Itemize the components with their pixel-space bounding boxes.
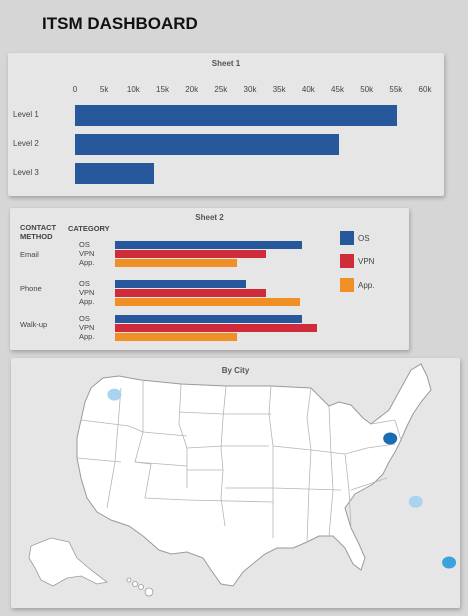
sheet1-bar[interactable]	[75, 134, 339, 155]
category-label: VPN	[79, 288, 95, 297]
sheet1-row-label: Level 1	[13, 110, 39, 119]
hawaii	[126, 577, 154, 597]
sheet1-row-label: Level 3	[13, 168, 39, 177]
contact-method-label: Email	[20, 250, 39, 259]
category-label: App.	[79, 297, 95, 306]
city-marker[interactable]	[107, 388, 122, 401]
sheet2-bar[interactable]	[115, 298, 301, 306]
legend-swatch	[340, 254, 354, 268]
legend-label: OS	[358, 234, 370, 243]
header-contact-method: CONTACT METHOD	[20, 223, 57, 241]
sheet2-bar[interactable]	[115, 315, 302, 323]
legend-label: App.	[358, 281, 375, 290]
category-label: App.	[79, 258, 95, 267]
sheet1-title: Sheet 1	[211, 59, 241, 68]
sheet2-bar[interactable]	[115, 250, 267, 258]
legend-label: VPN	[358, 257, 375, 266]
category-label: OS	[79, 240, 90, 249]
sheet2-title: Sheet 2	[195, 213, 224, 222]
category-label: VPN	[79, 249, 95, 258]
alaska	[28, 537, 108, 587]
contact-method-label: Walk-up	[20, 320, 48, 329]
city-markers	[107, 388, 457, 569]
legend-swatch	[340, 231, 354, 245]
sheet1-tick: 5k	[99, 85, 109, 94]
sheet1-tick: 35k	[272, 85, 286, 94]
us-outline	[76, 363, 432, 587]
legend-swatch	[340, 278, 354, 292]
sheet1-tick: 40k	[301, 85, 315, 94]
sheet1-tick: 15k	[156, 85, 169, 94]
sheet2-bar[interactable]	[115, 333, 237, 341]
sheet1-bar[interactable]	[75, 105, 397, 126]
map-title: By City	[221, 366, 250, 375]
sheet1-tick: 45k	[331, 85, 344, 94]
map-panel: By City	[11, 358, 460, 608]
sheet1-bar[interactable]	[75, 163, 154, 184]
category-label: App.	[79, 332, 95, 341]
sheet2-bar[interactable]	[115, 259, 237, 267]
sheet1-panel: Sheet 1 0 5k 10k 15k 20k 25k 30k 35k 40k 45k 50k 55…	[8, 53, 444, 196]
sheet2-panel: Sheet 2 CONTACT METHOD CATEGORY Email OS V…	[10, 208, 409, 350]
sheet1-tick: 30k	[243, 85, 257, 94]
category-label: OS	[79, 314, 90, 323]
sheet1-tick: 0	[72, 85, 78, 94]
sheet2-bar[interactable]	[115, 289, 267, 297]
sheet1-tick: 20k	[185, 85, 199, 94]
city-marker[interactable]	[383, 432, 398, 445]
sheet1-tick: 50k	[360, 85, 374, 94]
us-map	[28, 363, 457, 597]
sheet1-row-label: Level 2	[13, 139, 39, 148]
city-marker[interactable]	[442, 556, 457, 569]
header-category: CATEGORY	[68, 224, 110, 233]
sheet1-tick: 60k	[418, 85, 432, 94]
page-title: ITSM DASHBOARD	[42, 14, 198, 33]
sheet1-tick: 25k	[214, 85, 228, 94]
sheet2-bar[interactable]	[115, 280, 246, 288]
contact-method-label: Phone	[20, 284, 42, 293]
category-label: OS	[79, 279, 90, 288]
sheet1-tick: 10k	[126, 85, 140, 94]
category-label: VPN	[79, 323, 95, 332]
sheet1-tick: 55k	[389, 85, 403, 94]
sheet2-bar[interactable]	[115, 324, 317, 332]
state-borders	[76, 380, 402, 543]
sheet2-bar[interactable]	[115, 241, 302, 249]
city-marker[interactable]	[408, 495, 423, 508]
